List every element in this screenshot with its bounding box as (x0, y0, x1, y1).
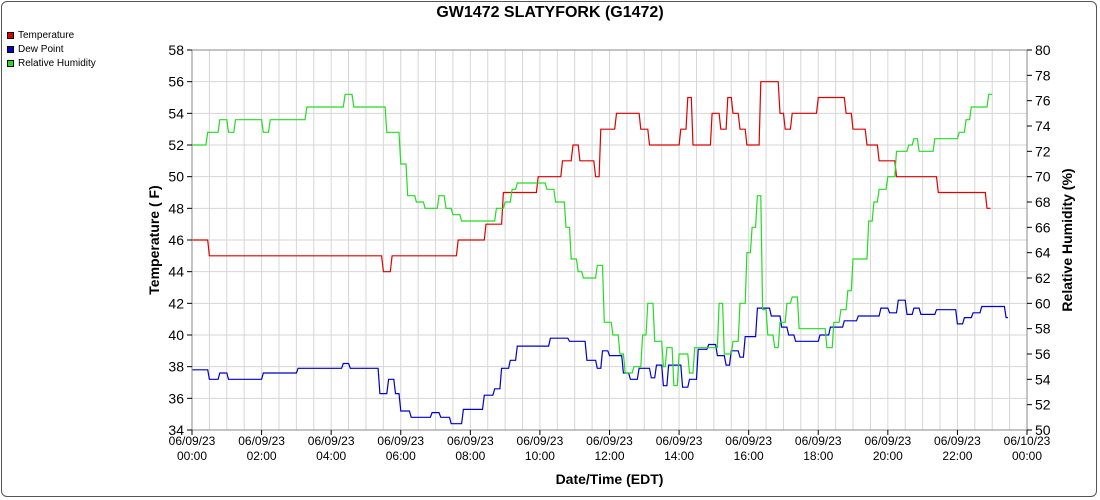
y-right-tick-label: 54 (1035, 371, 1051, 387)
x-tick-time-label: 02:00 (247, 449, 277, 463)
x-tick-date-label: 06/09/23 (934, 434, 981, 448)
legend-swatch (7, 45, 14, 53)
y-right-tick-label: 56 (1035, 346, 1051, 362)
y-left-tick-label: 46 (168, 232, 184, 248)
y-right-tick-label: 62 (1035, 270, 1051, 286)
y-right-tick-label: 70 (1035, 169, 1051, 185)
chart-legend: Temperature Dew Point Relative Humidity (7, 28, 96, 70)
y-right-tick-label: 52 (1035, 397, 1051, 413)
y-right-tick-label: 58 (1035, 321, 1051, 337)
legend-swatch (7, 31, 14, 39)
x-tick-time-label: 10:00 (525, 449, 555, 463)
x-tick-date-label: 06/09/23 (864, 434, 911, 448)
x-tick-time-label: 14:00 (664, 449, 694, 463)
x-tick-time-label: 08:00 (455, 449, 485, 463)
series-line-dew-point (192, 299, 1008, 425)
y-right-tick-label: 80 (1035, 42, 1051, 58)
legend-swatch (7, 59, 14, 67)
y-right-tick-label: 78 (1035, 67, 1051, 83)
y-right-tick-label: 74 (1035, 118, 1051, 134)
y-left-tick-label: 56 (168, 74, 184, 90)
x-tick-date-label: 06/09/23 (447, 434, 494, 448)
x-tick-date-label: 06/09/23 (169, 434, 216, 448)
y-left-tick-label: 44 (168, 264, 184, 280)
legend-item: Relative Humidity (7, 56, 96, 70)
x-tick-date-label: 06/10/23 (1004, 434, 1051, 448)
legend-label: Temperature (18, 29, 75, 41)
series-lines (192, 81, 1008, 425)
x-tick-time-label: 12:00 (594, 449, 624, 463)
x-tick-date-label: 06/09/23 (656, 434, 703, 448)
series-line-relative-humidity (192, 93, 993, 387)
x-tick-date-label: 06/09/23 (725, 434, 772, 448)
y-left-tick-label: 34 (168, 422, 184, 438)
y-right-tick-label: 76 (1035, 93, 1051, 109)
legend-label: Dew Point (18, 43, 64, 55)
y-right-tick-label: 50 (1035, 422, 1051, 438)
legend-item: Temperature (7, 28, 96, 42)
x-tick-time-label: 00:00 (1012, 449, 1042, 463)
y-left-tick-label: 58 (168, 42, 184, 58)
x-tick-date-label: 06/09/23 (795, 434, 842, 448)
x-tick-time-label: 22:00 (942, 449, 972, 463)
x-tick-date-label: 06/09/23 (308, 434, 355, 448)
x-tick-date-label: 06/09/23 (377, 434, 424, 448)
x-tick-time-label: 16:00 (734, 449, 764, 463)
y-axis-left-title: Temperature ( F) (146, 185, 162, 294)
legend-item: Dew Point (7, 42, 96, 56)
y-left-tick-label: 36 (168, 390, 184, 406)
y-left-tick-label: 48 (168, 200, 184, 216)
x-tick-date-label: 06/09/23 (517, 434, 564, 448)
x-tick-time-label: 20:00 (873, 449, 903, 463)
y-right-tick-label: 64 (1035, 245, 1051, 261)
x-tick-date-label: 06/09/23 (586, 434, 633, 448)
y-left-tick-label: 52 (168, 137, 184, 153)
y-left-tick-label: 40 (168, 327, 184, 343)
x-tick-time-label: 18:00 (803, 449, 833, 463)
y-left-tick-label: 54 (168, 105, 184, 121)
x-tick-time-label: 04:00 (316, 449, 346, 463)
y-right-tick-label: 66 (1035, 219, 1051, 235)
series-line-temperature (192, 81, 991, 273)
y-left-tick-label: 50 (168, 169, 184, 185)
y-right-tick-label: 60 (1035, 295, 1051, 311)
legend-label: Relative Humidity (18, 57, 96, 69)
x-tick-date-label: 06/09/23 (238, 434, 285, 448)
y-left-tick-label: 38 (168, 359, 184, 375)
chart-title: GW1472 SLATYFORK (G1472) (436, 4, 664, 21)
x-tick-time-label: 06:00 (386, 449, 416, 463)
y-right-tick-label: 68 (1035, 194, 1051, 210)
y-left-tick-label: 42 (168, 295, 184, 311)
y-right-tick-label: 72 (1035, 143, 1051, 159)
axes: 34 36 38 40 42 44 46 48 50 52 54 56 58 50 52 54 56 58 60 62… (168, 42, 1050, 463)
x-tick-time-label: 00:00 (177, 449, 207, 463)
y-axis-right-title: Relative Humidity (%) (1059, 168, 1075, 311)
x-axis-title: Date/Time (EDT) (556, 471, 664, 487)
